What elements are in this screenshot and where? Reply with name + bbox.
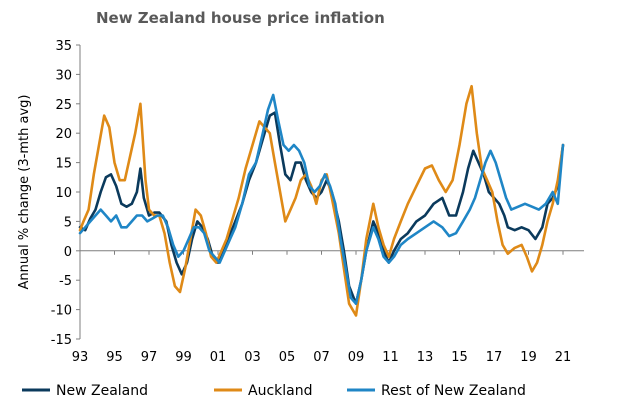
y-tick-label: 15 — [55, 157, 72, 172]
x-tick-label: 07 — [313, 350, 330, 365]
x-tick-label: 93 — [72, 350, 89, 365]
x-tick-label: 15 — [451, 350, 468, 365]
series-line-1 — [78, 84, 565, 317]
y-tick-label: 0 — [64, 245, 72, 260]
x-tick-label: 17 — [486, 350, 503, 365]
x-tick-label: 13 — [417, 350, 434, 365]
y-tick-label: 5 — [64, 215, 72, 230]
x-tick-label: 21 — [555, 350, 572, 365]
x-tick-label: 95 — [106, 350, 123, 365]
y-tick-label: 35 — [55, 39, 72, 54]
x-tick-label: 03 — [244, 350, 261, 365]
x-tick-label: 05 — [279, 350, 296, 365]
x-tick-label: 19 — [520, 350, 537, 365]
y-tick-label: -5 — [59, 274, 72, 289]
chart-title: New Zealand house price inflation — [96, 9, 385, 27]
legend-label-0: New Zealand — [56, 383, 148, 399]
y-tick-label: 10 — [55, 186, 72, 201]
legend: New Zealand Auckland Rest of New Zealand — [22, 383, 526, 399]
y-tick-label: -15 — [51, 333, 72, 348]
x-tick-label: 09 — [348, 350, 365, 365]
series-line-0 — [78, 111, 565, 305]
y-tick-label: 20 — [55, 127, 72, 142]
legend-label-2: Rest of New Zealand — [381, 383, 526, 399]
series-line-2 — [78, 93, 565, 305]
x-tick-label: 97 — [141, 350, 158, 365]
y-tick-label: -10 — [51, 304, 72, 319]
series-layer — [78, 84, 565, 317]
y-tick-label: 30 — [55, 68, 72, 83]
y-axis-title: Annual % change (3-mth avg) — [17, 95, 32, 290]
x-tick-label: 01 — [210, 350, 227, 365]
x-tick-label: 11 — [382, 350, 399, 365]
x-tick-label: 99 — [175, 350, 192, 365]
y-tick-label: 25 — [55, 98, 72, 113]
legend-label-1: Auckland — [248, 383, 312, 399]
